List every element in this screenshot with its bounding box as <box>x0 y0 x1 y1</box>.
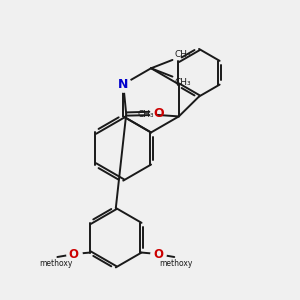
Text: CH₃: CH₃ <box>175 50 191 59</box>
Text: O: O <box>153 107 164 120</box>
Text: CH₃: CH₃ <box>138 110 154 119</box>
Text: N: N <box>118 78 128 91</box>
Text: methoxy: methoxy <box>159 260 192 268</box>
Text: O: O <box>69 248 79 260</box>
Text: methoxy: methoxy <box>39 260 73 268</box>
Text: CH₃: CH₃ <box>175 78 191 87</box>
Text: O: O <box>153 248 163 260</box>
